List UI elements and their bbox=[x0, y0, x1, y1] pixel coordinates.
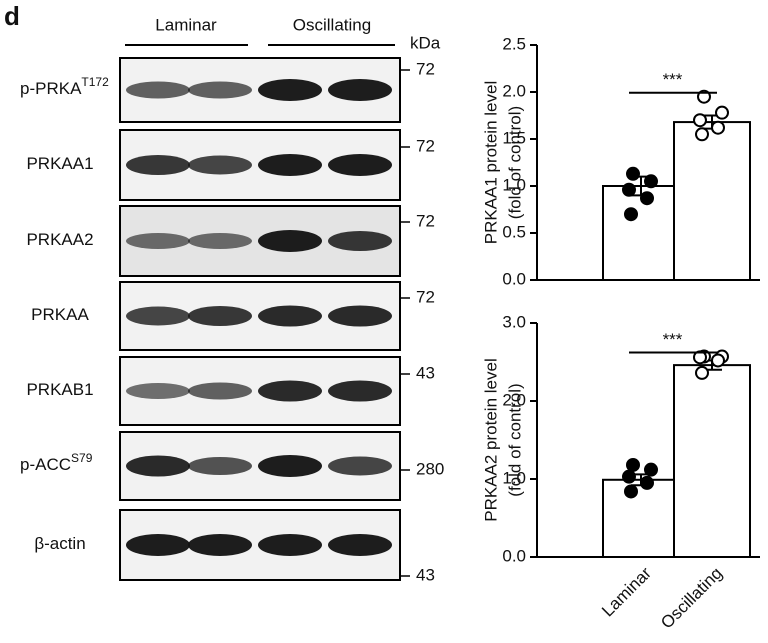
data-point bbox=[644, 174, 658, 189]
data-point bbox=[626, 166, 640, 181]
y-tick-label: 1.5 bbox=[502, 128, 526, 147]
row-label: p-PRKAT172 bbox=[20, 75, 109, 98]
band bbox=[328, 231, 392, 251]
significance-label: *** bbox=[663, 70, 683, 89]
band bbox=[126, 383, 190, 399]
band bbox=[328, 154, 392, 176]
row-label-text: PRKAA1 bbox=[26, 154, 93, 173]
data-point bbox=[693, 113, 707, 128]
x-tick-label: Oscillating bbox=[657, 564, 726, 633]
y-tick-label: 0.0 bbox=[502, 269, 526, 288]
row-label: PRKAB1 bbox=[26, 380, 93, 399]
marker-label: 43 bbox=[416, 363, 435, 382]
band bbox=[328, 79, 392, 101]
data-point bbox=[624, 484, 638, 499]
marker-label: 72 bbox=[416, 136, 435, 155]
y-tick-label: 1.0 bbox=[502, 468, 526, 487]
band bbox=[188, 233, 252, 249]
y-tick-label: 3.0 bbox=[502, 312, 526, 331]
row-label: PRKAA2 bbox=[26, 230, 93, 249]
marker-label: 72 bbox=[416, 59, 435, 78]
band bbox=[188, 382, 252, 400]
band bbox=[258, 79, 322, 101]
data-point bbox=[624, 207, 638, 222]
row-label: β-actin bbox=[34, 534, 85, 553]
data-point bbox=[622, 469, 636, 484]
row-label: PRKAA bbox=[31, 305, 89, 324]
y-tick-label: 0.0 bbox=[502, 546, 526, 565]
marker-label: 72 bbox=[416, 287, 435, 306]
bar bbox=[673, 121, 751, 281]
y-axis-label: (fold of control) bbox=[505, 106, 524, 219]
y-tick-label: 1.0 bbox=[502, 175, 526, 194]
row-label-sup: T172 bbox=[81, 75, 109, 89]
band bbox=[328, 305, 392, 327]
band bbox=[258, 455, 322, 477]
band bbox=[258, 380, 322, 402]
band bbox=[258, 154, 322, 176]
band bbox=[258, 534, 322, 556]
panel-label: d bbox=[4, 1, 20, 31]
y-axis-label: PRKAA2 protein level bbox=[481, 358, 500, 521]
row-label: PRKAA1 bbox=[26, 154, 93, 173]
significance-label: *** bbox=[663, 330, 683, 349]
data-point bbox=[693, 350, 707, 365]
data-point bbox=[695, 127, 709, 142]
unit-label: kDa bbox=[410, 33, 441, 52]
data-point bbox=[626, 457, 640, 472]
data-point bbox=[640, 191, 654, 206]
band bbox=[126, 155, 190, 175]
band bbox=[126, 534, 190, 556]
group-label: Laminar bbox=[155, 15, 217, 34]
bar bbox=[673, 364, 751, 558]
band bbox=[258, 305, 322, 327]
group-label: Oscillating bbox=[293, 15, 371, 34]
row-label-text: β-actin bbox=[34, 534, 85, 553]
band bbox=[126, 306, 190, 326]
row-label-text: p-ACC bbox=[20, 455, 71, 474]
row-label-text: p-PRKA bbox=[20, 79, 82, 98]
row-label-text: PRKAA bbox=[31, 305, 89, 324]
y-tick-label: 2.5 bbox=[502, 34, 526, 53]
band bbox=[328, 380, 392, 402]
band bbox=[188, 81, 252, 99]
y-axis-label: PRKAA1 protein level bbox=[481, 81, 500, 244]
y-tick-label: 0.5 bbox=[502, 222, 526, 241]
data-point bbox=[644, 462, 658, 477]
band bbox=[126, 81, 190, 99]
band bbox=[188, 306, 252, 326]
row-label-sup: S79 bbox=[71, 451, 93, 465]
data-point bbox=[640, 475, 654, 490]
band bbox=[126, 233, 190, 249]
y-axis-label: (fold of control) bbox=[505, 383, 524, 496]
data-point bbox=[622, 182, 636, 197]
marker-label: 280 bbox=[416, 459, 444, 478]
data-point bbox=[711, 353, 725, 368]
y-tick-label: 2.0 bbox=[502, 390, 526, 409]
y-tick-label: 2.0 bbox=[502, 81, 526, 100]
band bbox=[188, 457, 252, 475]
band bbox=[328, 534, 392, 556]
marker-label: 43 bbox=[416, 565, 435, 584]
data-point bbox=[715, 105, 729, 120]
x-tick-label: Laminar bbox=[598, 563, 655, 620]
band bbox=[126, 455, 190, 477]
band bbox=[188, 155, 252, 175]
band bbox=[258, 230, 322, 252]
bar bbox=[602, 478, 680, 558]
marker-label: 72 bbox=[416, 211, 435, 230]
row-label-text: PRKAB1 bbox=[26, 380, 93, 399]
data-point bbox=[695, 365, 709, 380]
data-point bbox=[711, 120, 725, 135]
row-label-text: PRKAA2 bbox=[26, 230, 93, 249]
band bbox=[328, 456, 392, 476]
row-label: p-ACCS79 bbox=[20, 451, 93, 474]
band bbox=[188, 534, 252, 556]
